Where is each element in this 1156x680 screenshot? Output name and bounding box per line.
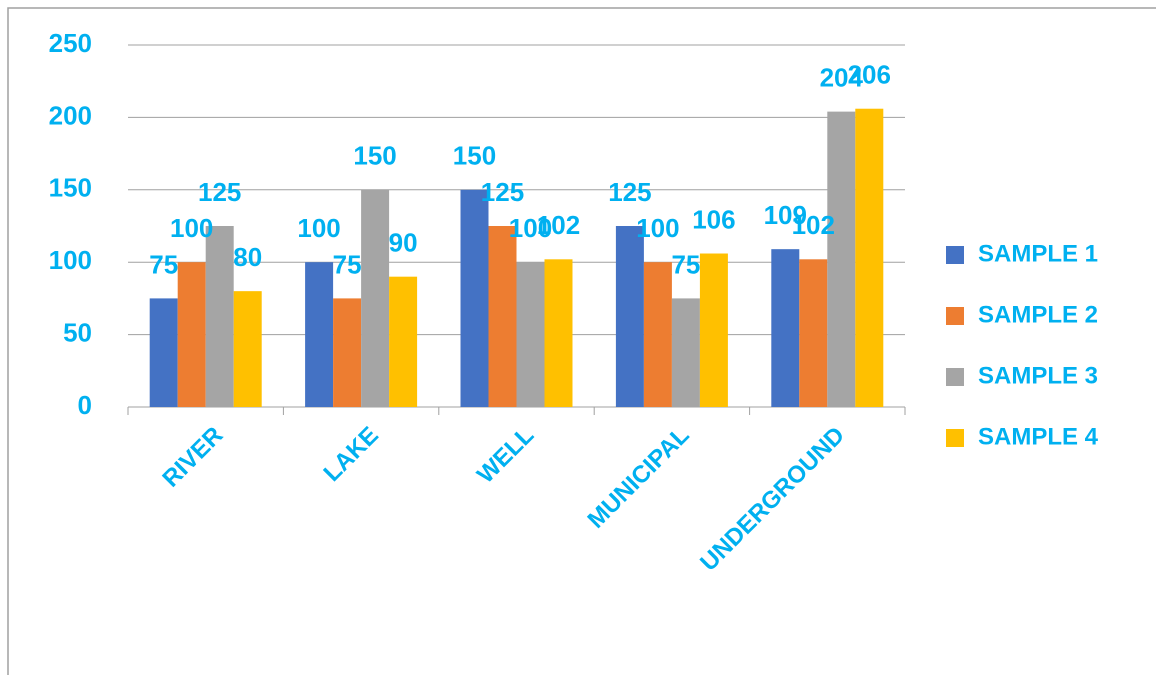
bar bbox=[488, 226, 517, 407]
x-tick-label: MUNICIPAL bbox=[583, 422, 695, 534]
legend-swatch bbox=[946, 368, 964, 386]
y-tick-label: 200 bbox=[49, 100, 92, 130]
data-label: 80 bbox=[233, 242, 262, 272]
data-label: 75 bbox=[149, 249, 178, 279]
bar bbox=[671, 298, 700, 407]
y-tick-label: 250 bbox=[49, 28, 92, 58]
bar bbox=[771, 249, 800, 407]
y-tick-label: 100 bbox=[49, 245, 92, 275]
data-label: 204 bbox=[820, 62, 864, 92]
bar bbox=[149, 298, 178, 407]
bar bbox=[699, 253, 728, 407]
data-label: 125 bbox=[608, 177, 651, 207]
bar bbox=[855, 108, 884, 407]
bar bbox=[177, 262, 206, 407]
data-label: 90 bbox=[389, 228, 418, 258]
bar bbox=[827, 111, 856, 407]
data-label: 150 bbox=[453, 141, 496, 171]
data-label: 102 bbox=[537, 210, 580, 240]
legend-label: SAMPLE 2 bbox=[978, 301, 1098, 328]
data-label: 125 bbox=[481, 177, 524, 207]
legend-swatch bbox=[946, 429, 964, 447]
x-tick-label: RIVER bbox=[157, 422, 228, 493]
bar bbox=[516, 262, 545, 407]
legend-swatch bbox=[946, 307, 964, 325]
data-label: 125 bbox=[198, 177, 241, 207]
y-tick-label: 0 bbox=[78, 390, 92, 420]
x-tick-label: WELL bbox=[472, 422, 539, 489]
data-label: 100 bbox=[297, 213, 340, 243]
y-tick-label: 150 bbox=[49, 173, 92, 203]
legend-label: SAMPLE 1 bbox=[978, 240, 1098, 267]
data-label: 150 bbox=[353, 141, 396, 171]
data-label: 102 bbox=[792, 210, 835, 240]
legend-label: SAMPLE 3 bbox=[978, 362, 1098, 389]
bar bbox=[333, 298, 362, 407]
bar bbox=[615, 226, 644, 407]
bar bbox=[389, 276, 418, 407]
y-tick-label: 50 bbox=[63, 317, 92, 347]
bar bbox=[205, 226, 234, 407]
data-label: 100 bbox=[636, 213, 679, 243]
data-label: 75 bbox=[671, 249, 700, 279]
legend-label: SAMPLE 4 bbox=[978, 423, 1099, 450]
bar bbox=[233, 291, 262, 407]
bar bbox=[799, 259, 828, 407]
x-tick-label: LAKE bbox=[319, 422, 384, 487]
data-label: 100 bbox=[170, 213, 213, 243]
chart-frame bbox=[7, 7, 1156, 680]
bar bbox=[305, 262, 334, 407]
data-label: 75 bbox=[333, 249, 362, 279]
x-tick-label: UNDERGROUND bbox=[695, 422, 850, 577]
bar bbox=[544, 259, 573, 407]
data-label: 109 bbox=[764, 200, 807, 230]
data-label: 100 bbox=[509, 213, 552, 243]
bar bbox=[361, 189, 390, 407]
bar bbox=[643, 262, 672, 407]
data-label: 106 bbox=[692, 204, 735, 234]
legend-swatch bbox=[946, 246, 964, 264]
data-label: 206 bbox=[848, 60, 891, 90]
bar bbox=[460, 189, 489, 407]
